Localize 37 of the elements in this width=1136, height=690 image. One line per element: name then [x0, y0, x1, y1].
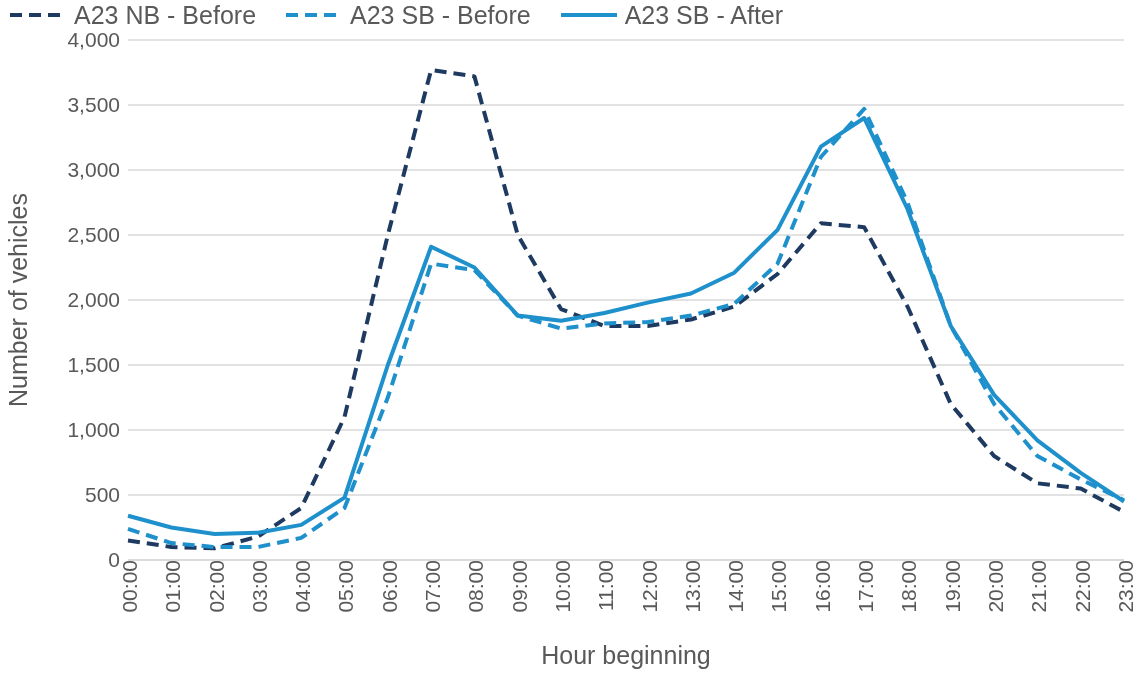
y-axis-title: Number of vehicles: [3, 193, 32, 407]
x-tick-label: 11:00: [594, 560, 618, 611]
y-tick-label: 3,500: [67, 93, 120, 117]
x-tick-label: 20:00: [984, 560, 1007, 613]
x-tick-label: 03:00: [247, 560, 271, 613]
x-tick-label: 07:00: [421, 560, 445, 613]
x-axis-title: Hour beginning: [541, 641, 711, 669]
legend-label: A23 SB - After: [624, 0, 784, 30]
legend-label: A23 NB - Before: [74, 0, 257, 30]
x-tick-label: 22:00: [1070, 560, 1094, 613]
y-tick-label: 0: [108, 548, 120, 572]
x-tick-label: 02:00: [204, 560, 228, 613]
x-tick-label: 17:00: [854, 560, 878, 613]
y-tick-label: 1,000: [67, 418, 120, 442]
x-tick-label: 13:00: [680, 560, 704, 613]
y-tick-label: 2,500: [67, 223, 120, 247]
y-tick-label: 3,000: [67, 158, 120, 182]
x-tick-label: 19:00: [940, 560, 964, 613]
x-tick-label: 10:00: [550, 560, 574, 613]
x-tick-label: 04:00: [291, 560, 315, 613]
x-tick-label: 15:00: [767, 560, 791, 613]
x-tick-label: 12:00: [637, 560, 661, 613]
x-tick-label: 23:00: [1113, 560, 1136, 613]
y-tick-label: 4,000: [67, 28, 120, 52]
x-tick-label: 06:00: [377, 560, 401, 613]
x-tick-label: 21:00: [1027, 560, 1051, 613]
y-tick-label: 2,000: [67, 288, 120, 312]
y-tick-label: 1,500: [67, 353, 120, 377]
x-tick-label: 18:00: [897, 560, 921, 613]
x-tick-label: 09:00: [507, 560, 531, 613]
x-tick-label: 14:00: [724, 560, 748, 613]
y-tick-label: 500: [84, 483, 120, 507]
x-tick-label: 05:00: [334, 560, 358, 613]
legend-label: A23 SB - Before: [350, 0, 531, 30]
x-tick-label: 01:00: [161, 560, 185, 613]
x-tick-label: 16:00: [810, 560, 834, 613]
x-tick-label: 08:00: [464, 560, 488, 613]
